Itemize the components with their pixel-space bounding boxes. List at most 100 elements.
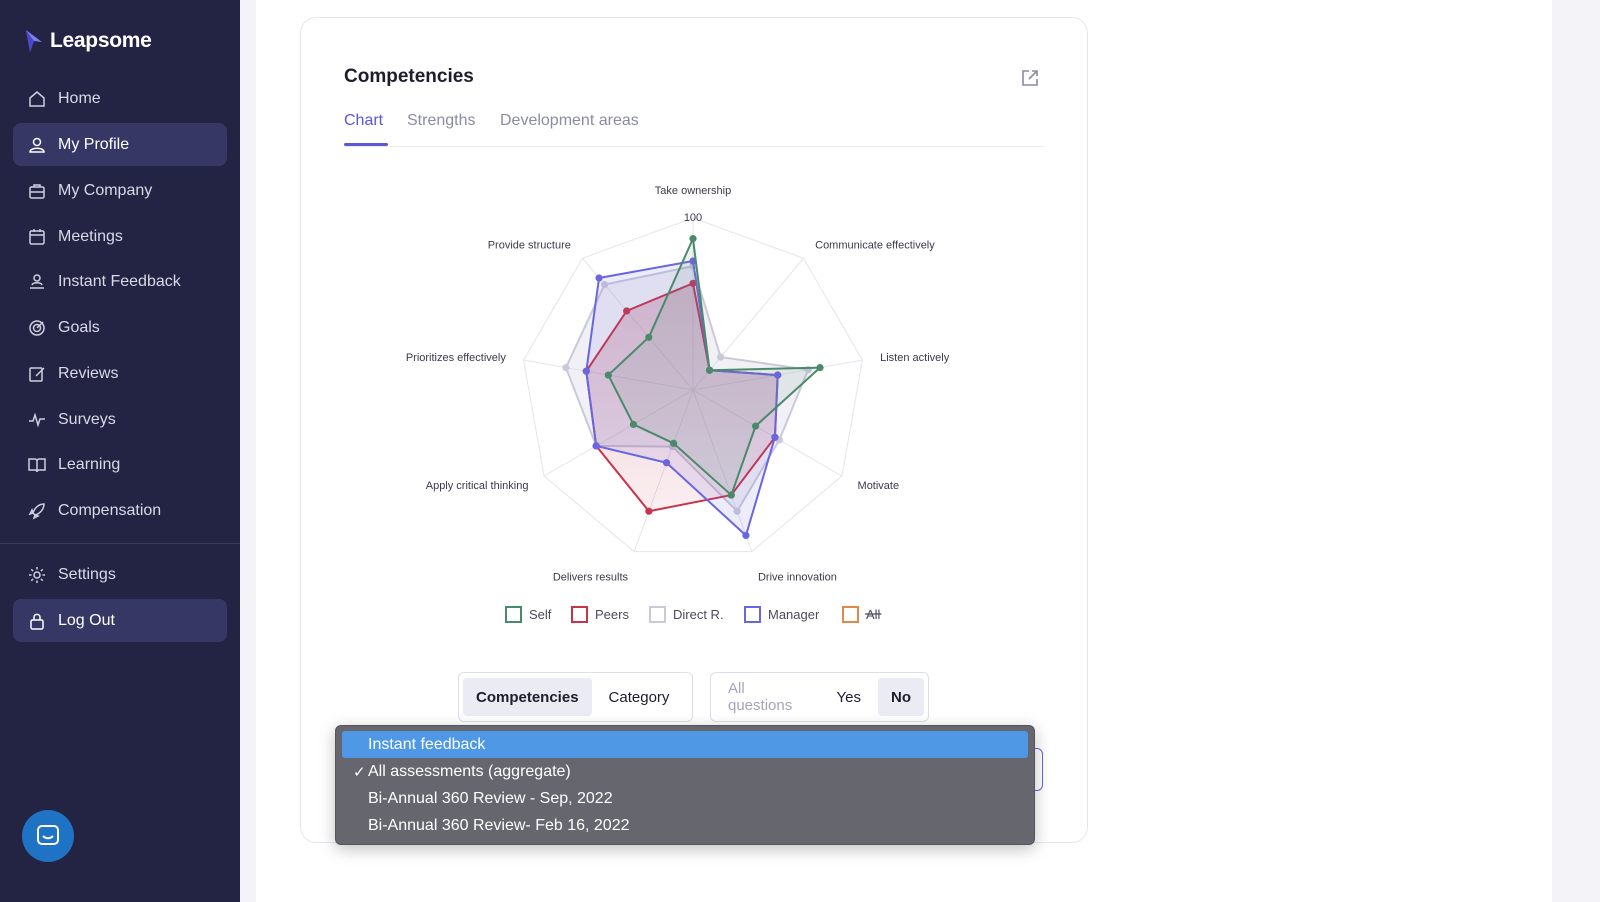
sidebar-item-meetings[interactable]: Meetings (13, 215, 227, 258)
data-point[interactable] (623, 307, 631, 315)
tab-chart[interactable]: Chart (344, 112, 384, 129)
tab-strengths[interactable]: Strengths (407, 112, 476, 129)
legend-item-self[interactable]: Self (505, 606, 552, 623)
data-point[interactable] (645, 333, 653, 341)
dropdown-item-instant-feedback[interactable]: Instant feedback (342, 731, 1028, 758)
data-point[interactable] (727, 491, 735, 499)
legend-label: Peers (595, 607, 629, 622)
legend-item-direct-r-[interactable]: Direct R. (649, 606, 724, 623)
briefcase-icon (29, 183, 45, 199)
chat-icon (37, 825, 59, 845)
sidebar-item-instant-feedback[interactable]: Instant Feedback (13, 260, 227, 303)
no-button[interactable]: No (878, 678, 924, 716)
open-external-icon[interactable] (1020, 68, 1040, 93)
data-point[interactable] (669, 439, 678, 447)
sidebar-item-home[interactable]: Home (13, 77, 227, 120)
right-gutter (1552, 0, 1600, 902)
sidebar-item-my-profile[interactable]: My Profile (13, 123, 227, 166)
axis-label: Communicate effectively (815, 239, 935, 251)
legend-label: Direct R. (673, 607, 724, 622)
data-point[interactable] (733, 507, 741, 515)
data-point[interactable] (562, 363, 570, 372)
sidebar-item-surveys[interactable]: Surveys (13, 398, 227, 441)
data-point[interactable] (774, 371, 782, 379)
sidebar-item-label: My Profile (58, 135, 130, 153)
legend-swatch (649, 606, 666, 623)
legend-swatch (571, 606, 588, 623)
gear-icon (29, 566, 45, 583)
sidebar-item-label: Home (58, 89, 101, 107)
sidebar-item-compensation[interactable]: Compensation (13, 489, 227, 532)
dropdown-item-label: Instant feedback (368, 735, 486, 753)
data-point[interactable] (742, 531, 750, 540)
sidebar-item-label: Reviews (58, 364, 119, 382)
yes-button[interactable]: Yes (836, 688, 861, 706)
series-manager-area (585, 260, 779, 537)
radar-outer-ring (523, 217, 863, 553)
legend-label: Manager (768, 607, 820, 622)
sidebar-item-label: Meetings (58, 227, 123, 245)
sidebar-item-my-company[interactable]: My Company (13, 169, 227, 212)
sidebar-item-reviews[interactable]: Reviews (13, 352, 227, 395)
all-questions-button[interactable]: All questions (728, 680, 793, 714)
data-point[interactable] (717, 353, 725, 361)
sidebar-item-label: Settings (58, 565, 116, 583)
axis-max-label: 100 (684, 212, 702, 224)
sidebar-item-label: Instant Feedback (58, 272, 181, 290)
legend-item-all[interactable]: All (842, 606, 882, 623)
feedback-icon (30, 273, 44, 289)
axis-label: Prioritizes effectively (406, 352, 507, 364)
sidebar-divider (0, 543, 240, 544)
edit-icon (29, 366, 45, 382)
data-point[interactable] (689, 235, 697, 243)
data-point[interactable] (629, 420, 638, 428)
legend-swatch (842, 606, 859, 623)
sidebar-item-learning[interactable]: Learning (13, 443, 227, 486)
sidebar-item-label: Compensation (58, 501, 162, 519)
competencies-toggle-button[interactable]: Competencies (463, 678, 592, 716)
data-point[interactable] (600, 280, 609, 289)
chat-button[interactable] (22, 810, 74, 862)
sidebar-item-settings[interactable]: Settings (13, 553, 227, 596)
dropdown-item-review-feb-2022[interactable]: Bi-Annual 360 Review- Feb 16, 2022 (342, 812, 1028, 839)
sidebar-item-goals[interactable]: Goals (13, 306, 227, 349)
axis-label: Drive innovation (758, 572, 837, 584)
target-icon (29, 319, 45, 336)
sidebar: Leapsome Home My Profile My Company Meet… (0, 0, 240, 902)
leapsome-bird-icon (26, 30, 42, 52)
data-point[interactable] (592, 442, 600, 450)
checkmark-icon: ✓ (353, 764, 366, 781)
legend-item-manager[interactable]: Manager (744, 606, 820, 623)
dropdown-item-review-sep-2022[interactable]: Bi-Annual 360 Review - Sep, 2022 (342, 785, 1028, 812)
pulse-icon (29, 412, 45, 427)
data-point[interactable] (705, 366, 714, 374)
questions-filter-toggle: All questions Yes No (710, 672, 929, 722)
sidebar-item-log-out[interactable]: Log Out (13, 599, 227, 642)
axis-label: Delivers results (553, 572, 629, 584)
data-point[interactable] (689, 279, 697, 287)
tab-development-areas[interactable]: Development areas (500, 112, 639, 129)
active-tab-indicator (344, 143, 388, 146)
data-point[interactable] (582, 367, 590, 375)
data-point[interactable] (645, 507, 653, 515)
data-point[interactable] (771, 433, 779, 441)
book-icon (28, 457, 46, 472)
data-point[interactable] (595, 274, 603, 282)
axis-label: Apply critical thinking (426, 480, 529, 492)
tabs-divider (344, 146, 1044, 147)
legend-swatch (505, 606, 522, 623)
legend-item-peers[interactable]: Peers (571, 606, 629, 623)
data-point[interactable] (662, 459, 671, 467)
lock-icon (30, 613, 44, 630)
dropdown-item-all-assessments[interactable]: ✓ All assessments (aggregate) (342, 758, 1028, 785)
data-point[interactable] (604, 371, 612, 379)
axis-label: Take ownership (655, 185, 731, 197)
sidebar-item-label: Goals (58, 318, 100, 336)
card-title: Competencies (344, 66, 474, 87)
data-point[interactable] (816, 363, 824, 372)
data-point[interactable] (751, 422, 760, 430)
home-icon (29, 90, 45, 107)
category-toggle-button[interactable]: Category (608, 688, 670, 706)
dropdown-item-label: Bi-Annual 360 Review- Feb 16, 2022 (368, 816, 630, 834)
leapsome-logo[interactable]: Leapsome (24, 28, 152, 54)
